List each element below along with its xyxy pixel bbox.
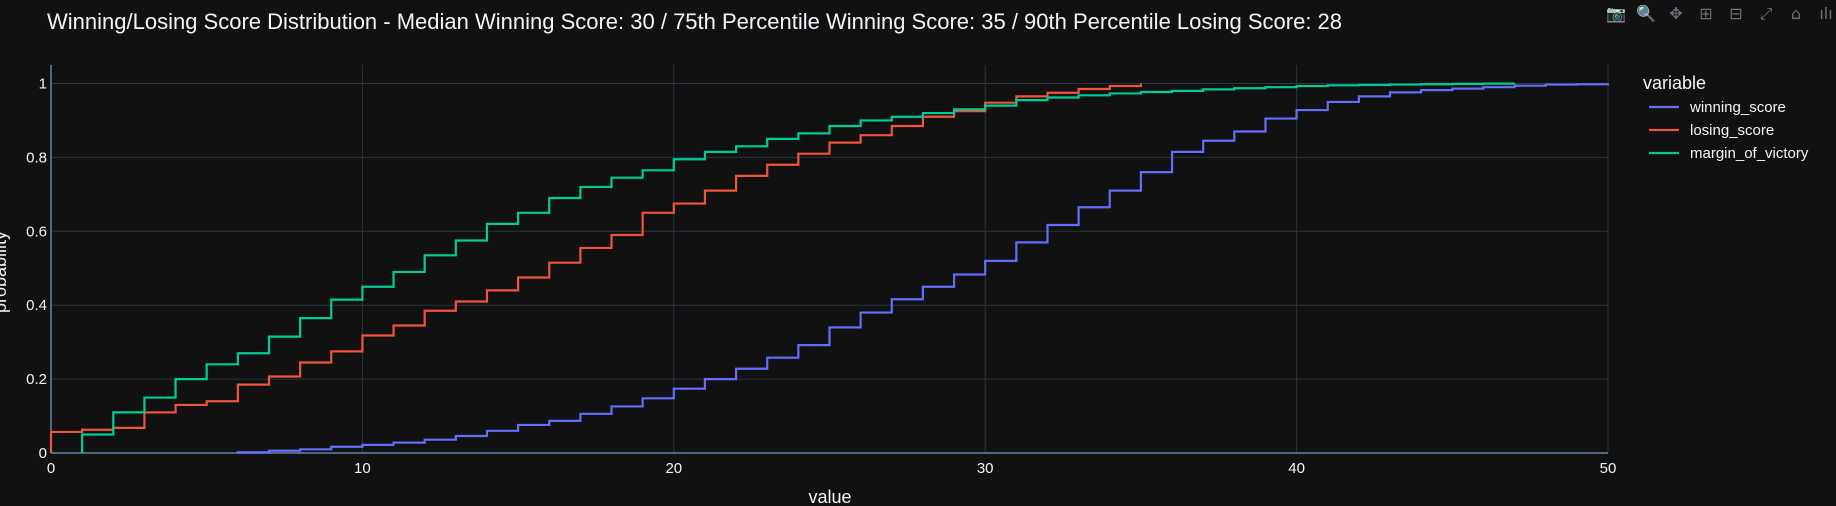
x-tick-label: 0 [47,460,55,477]
legend-label: winning_score [1689,99,1786,116]
modebar: 📷 🔍 ✥ ⊞ ⊟ ⤢ ⌂ ılı [1606,4,1836,26]
y-tick-label: 0.2 [26,371,47,388]
camera-icon[interactable]: 📷 [1606,4,1626,23]
reset-axes-icon[interactable]: ⌂ [1790,4,1802,23]
chart-title: Winning/Losing Score Distribution - Medi… [47,9,1342,34]
x-tick-label: 20 [665,460,682,477]
legend-label: losing_score [1690,122,1774,139]
series-line-losing-score [49,83,1142,453]
zoom-out-icon[interactable]: ⊟ [1729,4,1743,23]
series-group [49,82,1610,454]
y-tick-label: 0.6 [26,223,47,240]
legend-item-losing-score[interactable]: losing_score [1649,122,1774,139]
legend-label: margin_of_victory [1690,145,1809,162]
series-line-winning-score [236,83,1610,454]
autoscale-icon[interactable]: ⤢ [1759,4,1773,23]
plotly-logo-icon[interactable]: ılı [1819,4,1833,23]
x-tick-label: 50 [1600,460,1617,477]
x-tick-label: 30 [977,460,994,477]
x-tick-label: 40 [1288,460,1305,477]
grid [50,65,1609,454]
tick-labels: 0 10 20 30 40 50 0 0.2 0.4 0.6 0.8 1 [26,75,1616,477]
series-line-margin-of-victory [81,82,1516,453]
x-axis-title: value [808,487,851,506]
x-tick-label: 10 [354,460,371,477]
y-tick-label: 0.4 [26,297,47,314]
y-tick-label: 1 [39,75,47,92]
pan-icon[interactable]: ✥ [1669,4,1683,23]
legend-title: variable [1643,73,1706,93]
legend[interactable]: winning_score losing_score margin_of_victo… [1649,99,1809,162]
legend-item-margin-of-victory[interactable]: margin_of_victory [1649,145,1809,162]
y-tick-label: 0.8 [26,149,47,166]
zoom-icon[interactable]: 🔍 [1636,4,1656,23]
zoom-in-icon[interactable]: ⊞ [1699,4,1713,23]
legend-item-winning-score[interactable]: winning_score [1649,99,1786,116]
y-tick-label: 0 [39,445,47,462]
y-axis-title: probability [0,231,10,313]
